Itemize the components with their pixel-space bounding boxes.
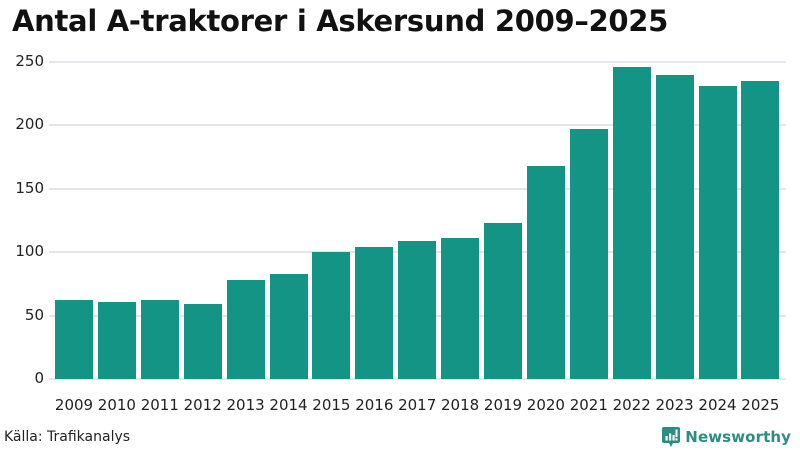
bar-2009 [55, 300, 93, 379]
gridline [49, 124, 786, 127]
gridline [49, 61, 786, 63]
x-axis-tick-label: 2009 [54, 396, 94, 414]
bar-2011 [140, 300, 179, 379]
y-axis-tick-label: 250 [15, 52, 44, 70]
x-axis-tick-label: 2015 [312, 396, 351, 414]
chart-title: Antal A-traktorer i Askersund 2009–2025 [12, 4, 669, 38]
bar-2013 [226, 280, 265, 379]
y-axis-tick-label: 0 [34, 369, 44, 387]
brand-name: Newsworthy [685, 428, 791, 446]
x-axis-tick-label: 2023 [655, 396, 694, 414]
source-note: Källa: Trafikanalys [4, 429, 131, 445]
gridline [49, 187, 786, 190]
x-axis-tick-label: 2019 [483, 396, 523, 414]
y-axis-tick-label: 100 [15, 242, 44, 261]
x-axis-tick-label: 2018 [441, 396, 480, 414]
x-axis-tick-label: 2012 [183, 396, 222, 414]
x-axis-tick-label: 2013 [226, 396, 265, 414]
bar-2019 [484, 223, 522, 379]
bar-2016 [355, 247, 394, 379]
y-axis-tick-label: 200 [15, 115, 44, 134]
y-axis-tick-label: 50 [24, 305, 44, 324]
x-axis-tick-label: 2022 [612, 396, 651, 414]
bar-2025 [741, 81, 780, 379]
newsworthy-logo-icon [662, 427, 681, 447]
x-axis-tick-label: 2017 [398, 396, 437, 414]
x-axis-tick-label: 2021 [569, 396, 608, 414]
bar-2012 [183, 304, 222, 379]
brand-logo: Newsworthy [662, 427, 791, 447]
bar-2024 [698, 86, 737, 379]
bar-2017 [398, 240, 437, 379]
bar-2023 [655, 74, 694, 379]
bar-2018 [441, 238, 480, 379]
gridline [49, 378, 786, 380]
bar-2014 [269, 273, 308, 379]
x-axis-tick-label: 2016 [355, 396, 394, 414]
bar-2015 [312, 252, 351, 379]
x-axis-tick-label: 2014 [269, 396, 308, 414]
bar-2010 [97, 301, 136, 379]
x-axis-tick-label: 2024 [698, 396, 737, 414]
x-axis-tick-label: 2025 [741, 396, 780, 414]
x-axis-tick-label: 2011 [140, 396, 179, 414]
bar-2022 [612, 67, 651, 379]
x-axis-tick-label: 2020 [526, 396, 565, 414]
bar-2020 [526, 165, 565, 379]
x-axis-tick-label: 2010 [97, 396, 136, 414]
bar-2021 [569, 129, 608, 379]
y-axis-tick-label: 150 [15, 178, 44, 197]
